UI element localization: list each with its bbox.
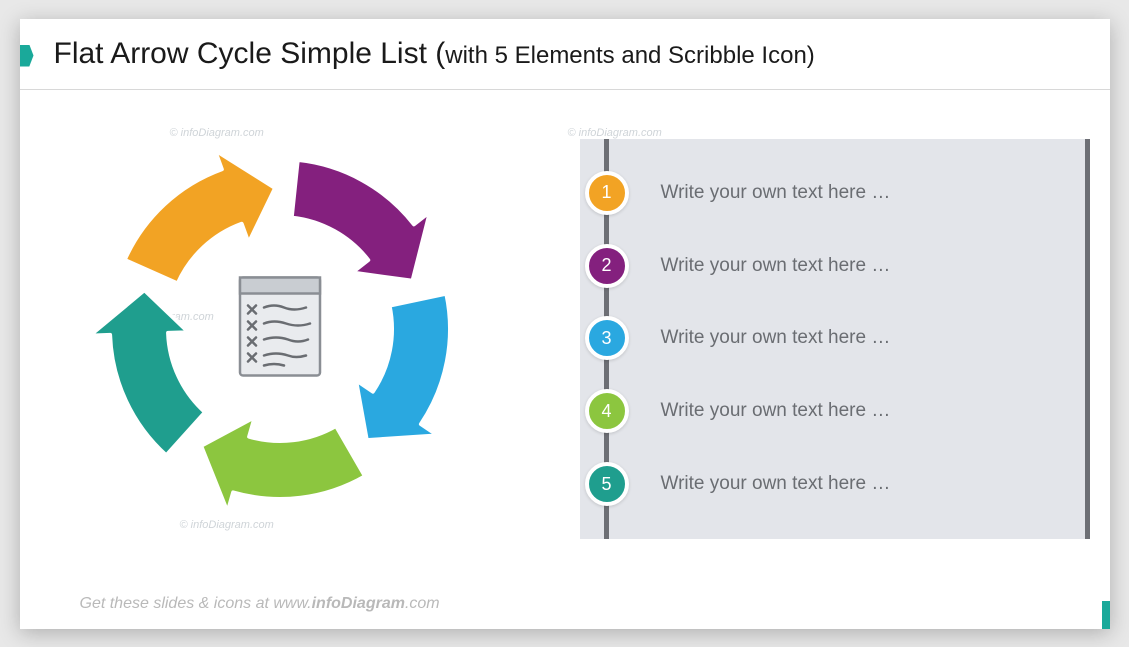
cycle-arrow-3 xyxy=(356,293,450,439)
list-item: 2 Write your own text here … xyxy=(580,240,1090,292)
item-badge: 5 xyxy=(585,462,629,506)
item-badge: 3 xyxy=(585,316,629,360)
cycle-arrow-2 xyxy=(291,159,429,280)
accent-right xyxy=(1102,601,1110,629)
list-panel: 1 Write your own text here … 2 Write your o… xyxy=(580,139,1090,539)
watermark: © infoDiagram.com xyxy=(568,127,662,139)
item-badge: 2 xyxy=(585,244,629,288)
footer-post: .com xyxy=(405,595,440,612)
cycle-arrow-5 xyxy=(90,290,205,455)
footer-pre: Get these slides & icons at www. xyxy=(80,595,312,612)
list-item: 4 Write your own text here … xyxy=(580,385,1090,437)
list-item: 5 Write your own text here … xyxy=(580,458,1090,510)
item-text: Write your own text here … xyxy=(661,327,891,349)
slide-title: Flat Arrow Cycle Simple List (with 5 Ele… xyxy=(54,37,815,71)
cycle-arrow-1 xyxy=(124,150,274,283)
item-text: Write your own text here … xyxy=(661,255,891,277)
title-main: Flat Arrow Cycle Simple List ( xyxy=(54,37,446,70)
slide: Flat Arrow Cycle Simple List (with 5 Ele… xyxy=(20,19,1110,629)
footer-bold: infoDiagram xyxy=(312,595,405,612)
arrow-cycle xyxy=(90,139,470,519)
accent-tab xyxy=(20,45,34,67)
watermark: © infoDiagram.com xyxy=(170,127,264,139)
item-badge: 1 xyxy=(585,171,629,215)
watermark: © infoDiagram.com xyxy=(180,519,274,531)
title-sub: with 5 Elements and Scribble Icon) xyxy=(445,42,815,69)
item-badge: 4 xyxy=(585,389,629,433)
item-text: Write your own text here … xyxy=(661,473,891,495)
item-text: Write your own text here … xyxy=(661,182,891,204)
list-items: 1 Write your own text here … 2 Write your o… xyxy=(580,139,1090,539)
checklist-icon xyxy=(234,271,326,386)
footer-text: Get these slides & icons at www.infoDiag… xyxy=(80,595,440,613)
list-item: 1 Write your own text here … xyxy=(580,167,1090,219)
cycle-arrow-4 xyxy=(201,417,365,512)
list-item: 3 Write your own text here … xyxy=(580,312,1090,364)
item-text: Write your own text here … xyxy=(661,400,891,422)
title-divider xyxy=(20,89,1110,90)
